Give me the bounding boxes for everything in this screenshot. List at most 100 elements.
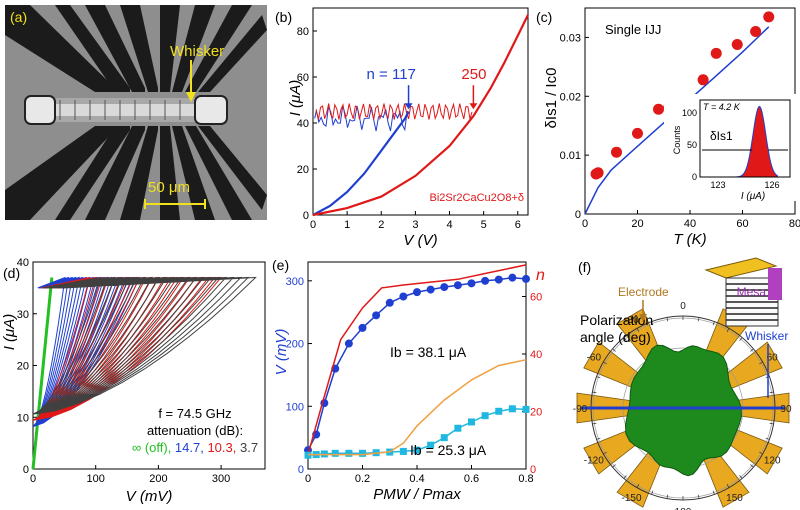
data-point [454,424,462,432]
plot-frame [312,7,529,216]
inset-y-tick-label: 50 [687,140,697,150]
data-point [358,323,367,332]
polar-angle-label: 90 [780,404,792,415]
electrode-pattern [5,5,267,220]
panel-f-polar: (f)0306090120150180-150-120-90-60-30Pola… [573,257,792,510]
annotation-n117: n = 117 [367,66,416,83]
data-point [494,275,503,284]
data-point [440,283,449,292]
y-right-tick-label: 20 [530,407,542,419]
annotation-frequency: f = 74.5 GHz [158,406,231,421]
y-tick-label: 0.03 [560,32,581,44]
whisker-arrowhead [186,92,196,102]
data-point [413,446,421,454]
material-label: Bi2Sr2CaCu2O8+δ [430,192,524,204]
annotation-ib-38: Ib = 38.1 μA [390,344,467,360]
polar-tick [712,490,715,495]
polar-tick [603,451,607,455]
y-tick-label: 0 [298,464,304,476]
x-tick-label: 0.4 [409,473,424,485]
panel-d-label: (d) [3,265,20,281]
branch-noise-117 [314,105,408,132]
data-point [426,285,435,294]
x-tick-label: 0 [310,219,316,231]
data-point [710,47,722,59]
x-tick-label: 0 [582,218,588,230]
series-line [31,277,54,470]
panel-c-chart: (c) 0 20 40 60 80 0 0.01 0.02 0.03 Single IJJ T (K… [536,7,800,248]
polar-tick [759,361,763,365]
annotation-n250: 250 [461,66,486,83]
data-point [592,167,604,179]
polar-tick [759,451,763,455]
polar-angle-label: -120 [584,456,604,467]
panel-b-label: (b) [275,9,292,25]
y-tick-label: 30 [17,309,29,321]
polar-tick [612,464,616,468]
x-tick-label: 300 [212,473,230,485]
y-tick-label: 0 [575,209,581,221]
polar-tick [623,337,627,341]
data-point [653,103,664,115]
polar-tick [666,494,669,499]
x-tick-label: 60 [736,218,748,230]
polar-tick [651,490,654,495]
polar-tick [596,437,601,440]
data-point [359,449,366,457]
left-contact-pad [24,95,56,125]
data-point [508,405,516,413]
electrode-arrowhead [639,314,647,322]
data-point [495,407,503,415]
x-tick-label: 5 [481,219,487,231]
polar-tick [596,376,601,379]
annotation-arrowhead [469,103,478,110]
polar-tick [636,328,640,332]
data-point [385,298,394,307]
mesa-label: Mesa [737,285,767,299]
series-branches [32,276,257,415]
polar-tick [592,422,597,425]
data-point [344,339,353,348]
polar-angle-label: -30 [624,315,639,326]
y-axis-label: I (μA) [287,80,304,117]
polar-tick [592,391,597,394]
y-tick-label: 100 [286,401,304,413]
polar-angle-label: 120 [764,456,781,467]
x-tick-label: 4 [446,219,452,231]
data-point [413,288,421,297]
y-axis-label: I (μA) [1,314,18,351]
y-right-axis-label: n [536,267,545,284]
polar-angle-label: 0 [680,301,686,312]
data-point [440,434,448,442]
x-tick-label: 100 [87,473,105,485]
y-tick-label: 0.02 [560,91,581,103]
inset-y-tick-label: 100 [682,108,697,118]
chart-title: Single IJJ [605,22,661,37]
y-right-tick-label: 60 [530,292,542,304]
polar-tick [726,484,730,488]
panel-c-label: (c) [536,9,552,25]
panel-f-label: (f) [578,259,591,275]
panel-d-chart: (d) 0 100 200 300 0 10 20 30 40 f = 74.5 GHz atten… [1,257,266,505]
scale-bar-label: 50 μm [148,179,190,196]
panel-a-label: (a) [10,9,27,25]
whisker-label: Whisker [170,43,224,60]
x-axis-label: V (V) [403,232,437,249]
polar-tick [769,391,774,394]
data-point [632,127,643,139]
polar-tick [739,337,743,341]
data-point [481,412,489,420]
series-line [312,14,529,217]
x-axis-label: T (K) [673,231,706,248]
data-point [467,279,476,288]
data-point [372,311,381,320]
x-tick-label: 0 [30,473,36,485]
panel-e-label: (e) [272,257,289,273]
inset-x-tick-label: 126 [764,180,779,190]
polar-tick [750,348,754,352]
x-tick-label: 6 [515,219,521,231]
x-tick-label: 3 [412,219,418,231]
y-tick-label: 80 [297,26,309,38]
